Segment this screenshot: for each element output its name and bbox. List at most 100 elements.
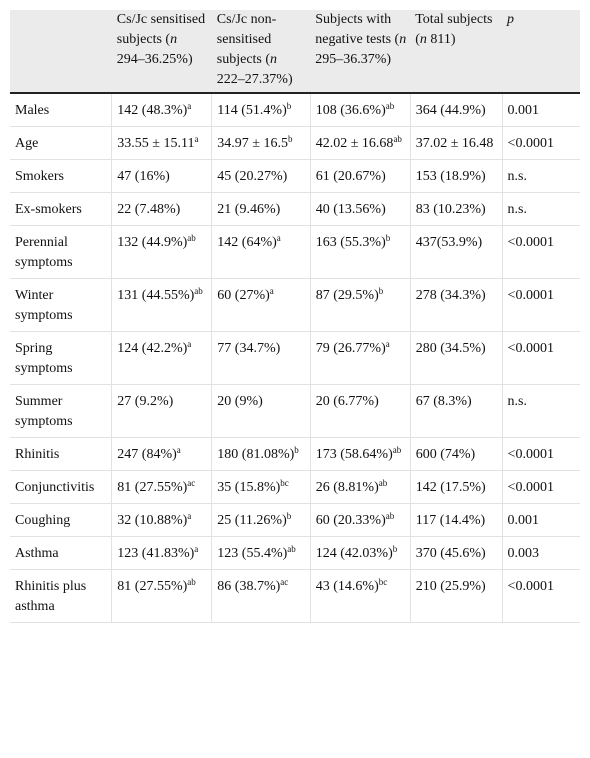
header-cell-p: p: [502, 10, 580, 93]
table-row: Smokers 47 (16%) 45 (20.27%) 61 (20.67%) 153…: [10, 159, 580, 193]
table-cell: 0.001: [501, 93, 580, 127]
cell-value: 35 (15.8%): [217, 480, 281, 495]
row-label: Age: [10, 126, 112, 160]
header-cell-negative-tests: Subjects with negative tests (n 295–36.3…: [310, 10, 411, 93]
cell-footnote-marker: b: [286, 101, 292, 111]
table-cell: <0.0001: [501, 126, 580, 160]
cell-value: 124 (42.2%): [117, 341, 188, 356]
row-label: Spring symptoms: [10, 331, 112, 385]
table-cell: 83 (10.23%): [409, 192, 503, 226]
table-cell: 123 (55.4%)ab: [211, 536, 311, 570]
table-row: Coughing 32 (10.88%)a 25 (11.26%)b 60 (20.3…: [10, 503, 580, 537]
cell-footnote-marker: a: [269, 286, 274, 296]
table-cell: 108 (36.6%)ab: [309, 93, 411, 127]
cell-footnote-marker: ab: [392, 445, 402, 455]
cell-footnote-marker: a: [187, 511, 192, 521]
cell-value: 61 (20.67%): [315, 169, 386, 184]
cell-value: 26 (8.81%): [315, 480, 379, 495]
cell-value: 21 (9.46%): [217, 202, 281, 217]
cell-value: 278 (34.3%): [415, 288, 486, 303]
table-cell: 600 (74%): [409, 437, 503, 471]
cell-value: n.s.: [507, 202, 527, 217]
cell-value: 124 (42.03%): [315, 546, 393, 561]
cell-value: 60 (27%): [217, 288, 270, 303]
table-cell: 42.02 ± 16.68ab: [309, 126, 411, 160]
cell-value: 60 (20.33%): [315, 513, 386, 528]
table-row: Asthma 123 (41.83%)a 123 (55.4%)ab 124 (42.…: [10, 536, 580, 570]
table-cell: 34.97 ± 16.5b: [211, 126, 311, 160]
table-cell: 35 (15.8%)bc: [211, 470, 311, 504]
table-cell: 77 (34.7%): [211, 331, 311, 385]
table-cell: 364 (44.9%): [409, 93, 503, 127]
cell-value: 437(53.9%): [415, 235, 483, 250]
cell-footnote-marker: a: [385, 339, 390, 349]
cell-value: 42.02 ± 16.68: [315, 136, 394, 151]
table-cell: 0.001: [501, 503, 580, 537]
table-cell: 247 (84%)a: [111, 437, 212, 471]
table-cell: 40 (13.56%): [309, 192, 411, 226]
table-row: Age 33.55 ± 15.11a 34.97 ± 16.5b 42.02 ± 16…: [10, 126, 580, 160]
table-cell: n.s.: [501, 384, 580, 438]
table-cell: 37.02 ± 16.48: [409, 126, 503, 160]
cell-footnote-marker: ac: [187, 478, 196, 488]
row-label: Smokers: [10, 159, 112, 193]
row-label: Males: [10, 93, 112, 127]
cell-value: <0.0001: [507, 235, 554, 250]
cell-value: 81 (27.55%): [117, 579, 188, 594]
cell-footnote-marker: ab: [393, 134, 402, 144]
cell-value: 79 (26.77%): [315, 341, 386, 356]
cell-footnote-marker: ab: [378, 478, 388, 488]
cell-value: 25 (11.26%): [217, 513, 287, 528]
table-cell: 437(53.9%): [409, 225, 503, 279]
table-row: Males 142 (48.3%)a 114 (51.4%)b 108 (36.6%)…: [10, 93, 580, 127]
cell-value: 210 (25.9%): [415, 579, 486, 594]
table-cell: 87 (29.5%)b: [309, 278, 411, 332]
cell-footnote-marker: bc: [280, 478, 289, 488]
table-row: Ex-smokers 22 (7.48%) 21 (9.46%) 40 (13.56%…: [10, 192, 580, 226]
table-body: Males 142 (48.3%)a 114 (51.4%)b 108 (36.6%)…: [10, 93, 580, 623]
cell-value: 280 (34.5%): [415, 341, 486, 356]
cell-value: 117 (14.4%): [415, 513, 486, 528]
cell-footnote-marker: ab: [187, 577, 196, 587]
cell-value: 142 (17.5%): [415, 480, 486, 495]
table-cell: 47 (16%): [111, 159, 212, 193]
cell-footnote-marker: ab: [385, 511, 395, 521]
table-cell: 153 (18.9%): [409, 159, 503, 193]
cell-footnote-marker: b: [286, 511, 292, 521]
cell-value: 27 (9.2%): [117, 394, 174, 409]
cell-value: 123 (55.4%): [217, 546, 288, 561]
cell-value: 364 (44.9%): [415, 103, 486, 118]
header-cell-non-sensitised: Cs/Jc non-sensitised subjects (n 222–27.…: [211, 10, 311, 93]
table-cell: 67 (8.3%): [409, 384, 503, 438]
cell-value: <0.0001: [507, 447, 554, 462]
table-cell: 21 (9.46%): [211, 192, 311, 226]
cell-value: <0.0001: [507, 136, 554, 151]
cell-value: 37.02 ± 16.48: [415, 136, 494, 151]
cell-footnote-marker: a: [276, 233, 281, 243]
table-cell: 26 (8.81%)ab: [309, 470, 411, 504]
data-table: Cs/Jc sensitised subjects (n 294–36.25%)…: [10, 10, 580, 623]
table-row: Perennial symptoms 132 (44.9%)ab 142 (64%)…: [10, 225, 580, 279]
cell-value: 0.001: [507, 103, 540, 118]
cell-footnote-marker: a: [176, 445, 181, 455]
cell-value: 40 (13.56%): [315, 202, 386, 217]
cell-value: <0.0001: [507, 480, 554, 495]
cell-value: 132 (44.9%): [117, 235, 188, 250]
cell-value: 0.003: [507, 546, 540, 561]
cell-footnote-marker: bc: [378, 577, 388, 587]
table-cell: 123 (41.83%)a: [111, 536, 212, 570]
cell-value: 0.001: [507, 513, 540, 528]
row-label: Winter symptoms: [10, 278, 112, 332]
cell-value: 47 (16%): [117, 169, 170, 184]
table-cell: <0.0001: [501, 225, 580, 279]
cell-value: 20 (9%): [217, 394, 263, 409]
cell-value: 33.55 ± 15.11: [117, 136, 195, 151]
cell-footnote-marker: ab: [194, 286, 203, 296]
table-cell: 33.55 ± 15.11a: [111, 126, 212, 160]
table-cell: 117 (14.4%): [409, 503, 503, 537]
header-cell-total: Total subjects (n 811): [410, 10, 503, 93]
cell-value: 67 (8.3%): [415, 394, 472, 409]
table-cell: 210 (25.9%): [409, 569, 503, 623]
cell-value: 108 (36.6%): [315, 103, 386, 118]
table-cell: 20 (6.77%): [309, 384, 411, 438]
